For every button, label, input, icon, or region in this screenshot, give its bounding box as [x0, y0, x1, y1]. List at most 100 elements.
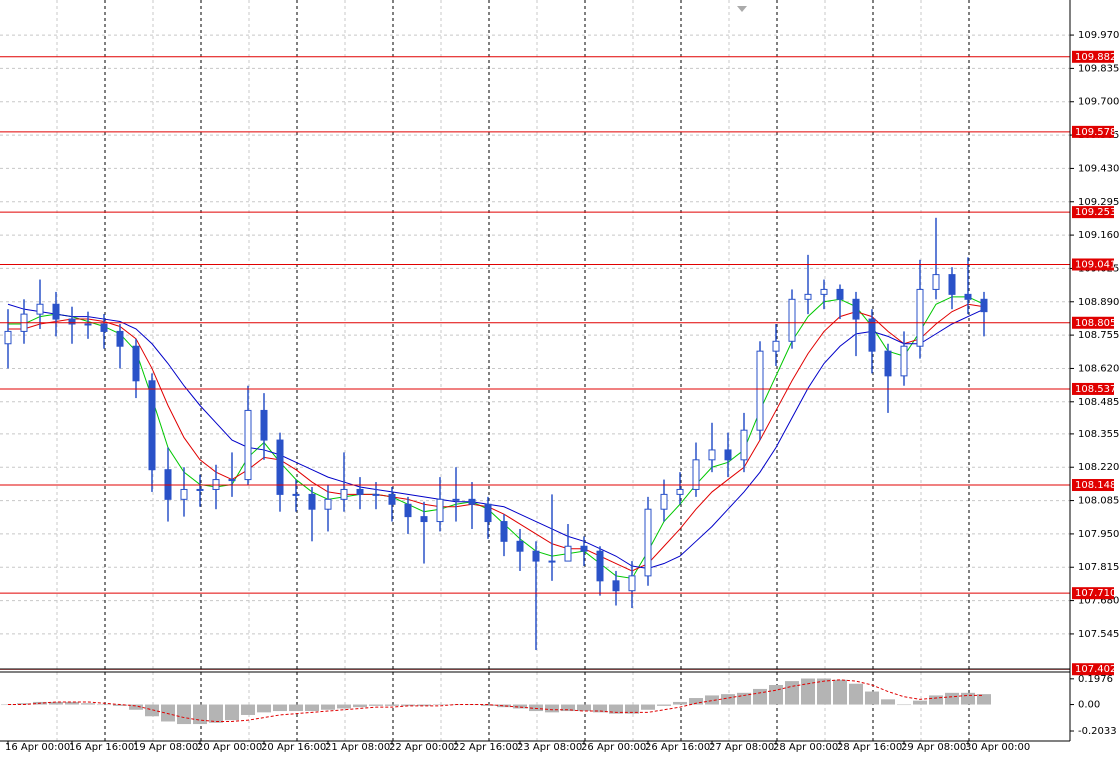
x-tick-label: 26 Apr 16:00 [645, 742, 710, 753]
y-tick-label: 108.485 [1078, 397, 1119, 408]
candle-body [324, 498, 332, 510]
grid [0, 0, 1070, 741]
histogram-bar [113, 704, 127, 706]
candle-body [452, 498, 460, 501]
y-tick-label: 109.295 [1078, 197, 1119, 208]
histogram-bar [177, 704, 191, 725]
candle-body [676, 488, 684, 495]
candle-body [596, 550, 604, 582]
histogram-bar [65, 701, 79, 705]
histogram-bar [49, 701, 63, 705]
candle-body [516, 540, 524, 552]
x-tick-label: 20 Apr 00:00 [197, 742, 262, 753]
histogram-bar [337, 704, 351, 709]
histogram-bar [689, 698, 703, 705]
histogram-bar [657, 704, 671, 706]
candle-body [340, 488, 348, 500]
candle-body [612, 580, 620, 592]
candle-body [356, 488, 364, 495]
y-tick-label: 0.00 [1078, 700, 1100, 711]
histogram-bar [705, 695, 719, 705]
candle-body [468, 498, 476, 505]
histogram-bar [257, 704, 271, 713]
histogram-bar [529, 704, 543, 712]
level-label: 108.148 [1075, 480, 1116, 491]
histogram-bar [561, 704, 575, 712]
candle-body [148, 380, 156, 471]
x-tick-label: 21 Apr 08:00 [325, 742, 390, 753]
candle-body [4, 330, 12, 345]
histogram-bar [769, 685, 783, 705]
histogram-bar [417, 704, 431, 706]
x-tick-label: 27 Apr 08:00 [709, 742, 774, 753]
y-tick-label: 108.085 [1078, 496, 1119, 507]
y-tick-label: 109.430 [1078, 163, 1119, 174]
histogram-bar [273, 704, 287, 712]
y-tick-label: 108.620 [1078, 363, 1119, 374]
histogram-bar [161, 704, 175, 722]
candle-body [788, 298, 796, 342]
x-tick-label: 29 Apr 08:00 [901, 742, 966, 753]
x-tick-label: 22 Apr 16:00 [453, 742, 518, 753]
candle-body [404, 503, 412, 518]
moving-average [8, 303, 985, 572]
level-label-box [1072, 587, 1114, 600]
histogram-bar [305, 704, 319, 712]
candle-body [500, 521, 508, 542]
candle-body [84, 323, 92, 326]
candle-body [260, 409, 268, 441]
level-label-box [1072, 479, 1114, 492]
histogram-bar [673, 701, 687, 705]
moving-average [7, 303, 985, 569]
candle-body [868, 318, 876, 352]
histogram-bar [737, 692, 751, 705]
candle-body [852, 298, 860, 320]
histogram-bar [753, 688, 767, 705]
signal-line [8, 679, 984, 722]
histogram-bar [321, 704, 335, 710]
candle-body [836, 288, 844, 300]
candle-body [692, 459, 700, 490]
candle-body [116, 330, 124, 347]
candle-body [884, 350, 892, 377]
x-tick-label: 16 Apr 00:00 [5, 742, 70, 753]
histogram-bar [945, 692, 959, 705]
level-label-box [1072, 382, 1114, 395]
candle-body [964, 293, 972, 300]
candle-body [564, 545, 572, 562]
histogram-bar [209, 704, 223, 723]
y-tick-label: 109.835 [1078, 63, 1119, 74]
shift-marker [737, 6, 747, 12]
x-tick-label: 28 Apr 16:00 [837, 742, 902, 753]
candle-body [100, 323, 108, 332]
histogram-bar [369, 704, 383, 706]
histogram-bar [481, 704, 495, 706]
level-label: 108.805 [1075, 318, 1116, 329]
y-tick-label: -0.2033 [1078, 726, 1117, 737]
histogram-bar [625, 704, 639, 714]
y-tick-label: 109.700 [1078, 97, 1119, 108]
candle-body [132, 345, 140, 382]
histogram-bar [609, 704, 623, 714]
level-label-box [1072, 316, 1114, 329]
level-label: 107.402 [1075, 664, 1116, 675]
histogram-bar [593, 704, 607, 713]
candle-body [980, 298, 988, 313]
histogram-bar [497, 704, 511, 708]
candle-body [804, 293, 812, 300]
x-tick-label: 19 Apr 08:00 [133, 742, 198, 753]
candle-body [900, 345, 908, 377]
histogram-bar [353, 704, 367, 708]
histogram-bar [881, 699, 895, 705]
histogram-bar [721, 694, 735, 705]
x-tick-label: 23 Apr 08:00 [517, 742, 582, 753]
candle-body [68, 318, 76, 325]
level-label-box [1072, 663, 1114, 676]
y-tick-label: 109.970 [1078, 30, 1119, 41]
level-label-box [1072, 50, 1114, 63]
histogram-bar [433, 704, 447, 706]
candle-body [276, 439, 284, 495]
histogram-bar [929, 695, 943, 705]
